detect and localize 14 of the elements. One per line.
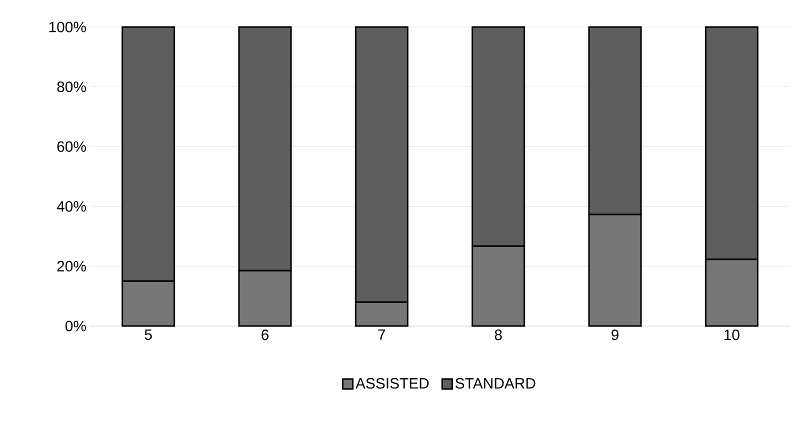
x-tick-label: 8 — [494, 330, 502, 340]
legend-label: ASSISTED — [356, 378, 429, 389]
y-tick-label: 100% — [49, 22, 86, 32]
y-tick-label: 0% — [65, 320, 86, 332]
x-tick-label: 5 — [144, 330, 152, 340]
x-tick-label: 10 — [724, 330, 740, 340]
y-tick-label: 60% — [57, 141, 86, 152]
y-tick-label: 20% — [57, 260, 86, 272]
y-tick-label: 40% — [56, 201, 86, 212]
x-tick-label: 6 — [262, 330, 268, 340]
x-tick-label: 7 — [378, 330, 386, 340]
x-tick-label: 9 — [612, 330, 618, 340]
legend-label: STANDARD — [456, 378, 536, 389]
y-tick-label: 80% — [57, 82, 86, 92]
